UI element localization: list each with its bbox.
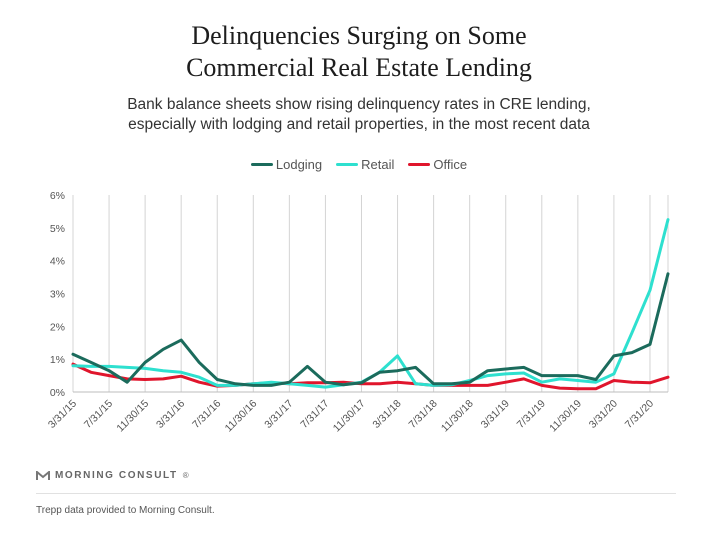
x-tick-label: 11/30/17 [331,398,368,435]
chart-legend: Lodging Retail Office [0,157,718,172]
series-line-lodging [71,272,670,387]
x-tick-label: 7/31/15 [82,398,115,431]
brand-trademark: ® [182,471,191,480]
brand-name: MORNING CONSULT [55,470,178,481]
x-tick-label: 7/31/16 [190,398,223,431]
legend-swatch-retail [336,163,359,166]
legend-swatch-lodging [250,163,273,166]
legend-item-office: Office [408,157,467,172]
footer-divider [36,493,676,494]
x-tick-label: 7/31/19 [515,398,548,431]
x-tick-label: 7/31/17 [298,398,331,431]
x-tick-label: 7/31/20 [623,398,656,431]
x-tick-label: 11/30/19 [547,398,584,435]
x-tick-label: 3/31/18 [370,398,403,431]
line-chart: 0%1%2%3%4%5%6%3/31/15 7/31/15 11/30/15 3/31… [46,190,670,435]
legend-label-lodging: Lodging [275,157,323,172]
x-tick-label: 3/31/19 [479,398,512,431]
x-tick-label: 11/30/16 [223,398,260,435]
x-tick-label: 3/31/15 [46,398,79,431]
morning-consult-brand: MORNING CONSULT ® [36,470,190,481]
legend-label-retail: Retail [361,157,395,172]
y-tick-label: 6% [50,190,65,202]
y-tick-label: 2% [50,321,65,333]
x-tick-label: 3/31/17 [262,398,295,431]
series-line-retail [71,218,670,389]
y-tick-label: 0% [50,387,65,399]
y-tick-label: 1% [50,354,65,366]
chart-title-line-2: Commercial Real Estate Lending [186,53,532,82]
chart-subtitle-line-1: Bank balance sheets show rising delinque… [127,96,591,113]
x-tick-label: 11/30/15 [114,398,151,435]
legend-swatch-office [408,163,431,166]
legend-item-retail: Retail [336,157,394,172]
x-tick-label: 7/31/18 [406,398,439,431]
y-tick-label: 5% [50,223,65,235]
source-footnote: Trepp data provided to Morning Consult. [36,505,215,516]
legend-item-lodging: Lodging [250,157,323,172]
y-tick-label: 4% [50,256,65,268]
series-line-office [71,362,670,391]
y-tick-label: 3% [50,289,65,301]
x-tick-label: 3/31/16 [154,398,187,431]
chart-subtitle-line-2: especially with lodging and retail prope… [128,116,590,133]
legend-label-office: Office [433,157,468,172]
x-tick-label: 11/30/18 [439,398,476,435]
morning-consult-logo-icon [36,470,50,480]
x-tick-label: 3/31/20 [587,398,620,431]
chart-title-line-1: Delinquencies Surging on Some [191,21,527,50]
